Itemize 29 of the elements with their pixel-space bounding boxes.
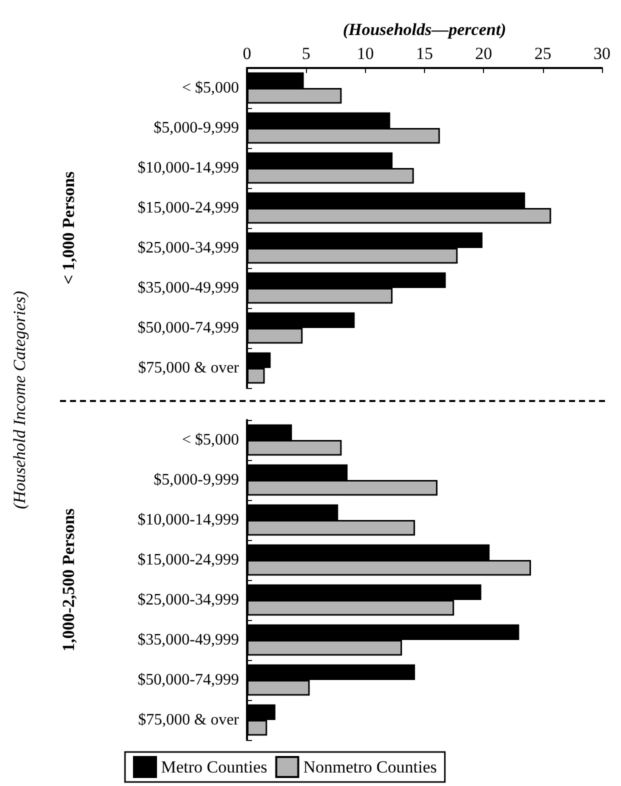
y-tick-label: $25,000-34,999 [138,240,239,256]
x-tick-label: 0 [242,44,252,63]
y-tick-label: < $5,000 [182,80,239,96]
y-tick-label: $35,000-49,999 [138,280,239,296]
y-tick-label: $10,000-14,999 [138,160,239,176]
x-tick-label: 5 [302,44,310,63]
y-tick-label: $15,000-24,999 [138,552,239,568]
y-tick-label: $75,000 & over [138,360,240,376]
y-tick-label: < $5,000 [182,432,239,448]
x-tick-label: 30 [594,44,610,63]
x-tick-label: 15 [416,44,433,63]
y-tick-label: $25,000-34,999 [138,592,239,608]
y-axis-title: 1,000-2,500 Persons [59,508,78,652]
x-tick-label: 25 [534,44,552,63]
y-axis-title: < 1,000 Persons [59,171,78,285]
x-tick-label: 20 [475,44,492,63]
x-axis-title: (Households—percent) [342,20,506,39]
y-tick-label: $50,000-74,999 [138,672,239,688]
y-tick-label: $15,000-24,999 [138,200,239,216]
x-tick-label: 10 [356,44,374,63]
legend-label: Metro Counties [161,758,268,776]
y-tick-label: $5,000-9,999 [154,120,239,136]
y-tick-label: $35,000-49,999 [138,632,239,648]
y-tick-label: $75,000 & over [138,712,240,728]
y-tick-label: $50,000-74,999 [138,320,239,336]
y-tick-label: $10,000-14,999 [138,512,239,528]
y-tick-label: $5,000-9,999 [154,472,239,488]
text: (Household Income Categories) [10,290,30,510]
legend-label: Nonmetro Counties [303,758,437,776]
